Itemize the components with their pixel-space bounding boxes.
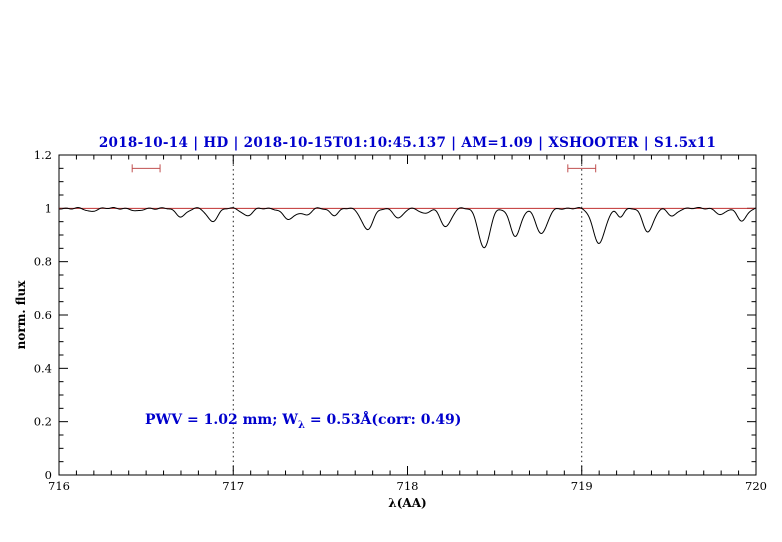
spectrum-line (58, 206, 757, 249)
range-marker (567, 164, 597, 173)
range-marker (131, 164, 161, 173)
pwv-annotation-text: PWV = 1.02 mm; W (145, 412, 298, 428)
svg-text:1: 1 (45, 201, 52, 215)
y-axis-label: norm. flux (14, 280, 28, 350)
svg-text:0.4: 0.4 (34, 361, 52, 375)
svg-text:719: 719 (571, 479, 593, 493)
axis-ticks (58, 154, 757, 476)
svg-text:718: 718 (397, 479, 419, 493)
svg-text:720: 720 (745, 479, 767, 493)
svg-text:0.8: 0.8 (34, 255, 52, 269)
y-tick-labels: 0 0.2 0.4 0.6 0.8 1 1.2 (34, 148, 52, 482)
reference-vlines (232, 155, 583, 475)
chart-title: 2018-10-14 | HD | 2018-10-15T01:10:45.13… (98, 135, 717, 151)
svg-text:0.2: 0.2 (34, 415, 52, 429)
svg-text:717: 717 (222, 479, 244, 493)
svg-text:0: 0 (45, 468, 52, 482)
x-axis-label: λ(AA) (388, 496, 427, 510)
lambda-subscript: λ (297, 419, 305, 431)
svg-text:716: 716 (48, 479, 70, 493)
svg-text:0.6: 0.6 (34, 308, 52, 322)
x-tick-labels: 716 717 718 719 720 (48, 479, 767, 493)
pwv-annotation-value: = 0.53Å(corr: 0.49) (304, 412, 462, 428)
svg-text:1.2: 1.2 (34, 148, 52, 162)
pwv-annotation: PWV = 1.02 mm; Wλ = 0.53Å(corr: 0.49) (145, 412, 461, 431)
